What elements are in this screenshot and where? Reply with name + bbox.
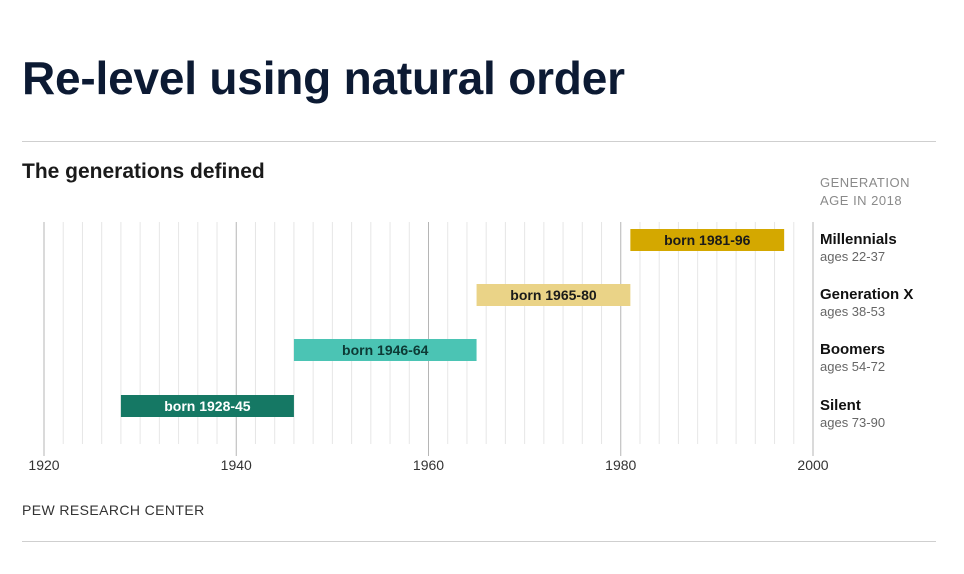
generation-name: Boomers — [820, 341, 885, 358]
bar-millennials — [630, 229, 785, 251]
generation-ages: ages 38-53 — [820, 304, 885, 319]
legend-header: GENERATION AGE IN 2018 — [820, 174, 910, 210]
source-note: PEW RESEARCH CENTER — [22, 502, 205, 518]
slide-title: Re-level using natural order — [22, 52, 625, 104]
top-divider — [22, 141, 936, 142]
x-tick-label: 1980 — [605, 457, 636, 473]
x-tick-label: 1940 — [221, 457, 252, 473]
bottom-divider — [22, 541, 936, 542]
generation-ages: ages 73-90 — [820, 415, 885, 430]
chart-title: The generations defined — [22, 160, 265, 183]
generation-ages: ages 22-37 — [820, 249, 885, 264]
generation-ages: ages 54-72 — [820, 359, 885, 374]
bar-boomers — [293, 339, 477, 361]
legend-header-line-2: AGE IN 2018 — [820, 193, 903, 208]
bar-silent — [120, 395, 294, 417]
bar-generation-x — [476, 284, 631, 306]
x-tick-label: 2000 — [797, 457, 828, 473]
bar-label: born 1981-96 — [664, 232, 751, 248]
legend-header-line-1: GENERATION — [820, 175, 910, 190]
bar-label: born 1946-64 — [342, 342, 429, 358]
bar-label: born 1965-80 — [510, 287, 597, 303]
x-tick-label: 1920 — [28, 457, 59, 473]
generation-name: Silent — [820, 397, 861, 414]
generation-name: Generation X — [820, 286, 913, 303]
bar-label: born 1928-45 — [164, 398, 251, 414]
x-tick-label: 1960 — [413, 457, 444, 473]
generation-name: Millennials — [820, 231, 897, 248]
